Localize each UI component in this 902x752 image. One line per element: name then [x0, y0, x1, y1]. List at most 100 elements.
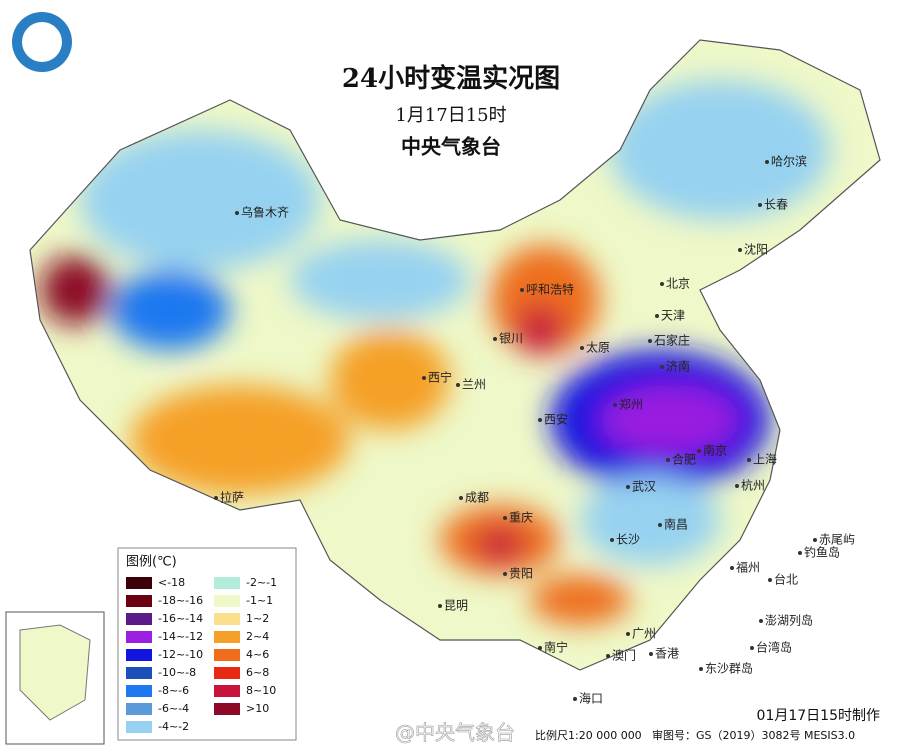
city-label: 杭州: [741, 478, 765, 493]
city-dot: [573, 697, 577, 701]
city-dot: [765, 160, 769, 164]
city-label: 东沙群岛: [705, 661, 753, 676]
city-label: 海口: [579, 691, 603, 706]
city-label: 长沙: [616, 533, 640, 547]
city-label: 银川: [499, 332, 523, 346]
city-dot: [699, 667, 703, 671]
city-dot: [580, 346, 584, 350]
city-label: 上海: [753, 452, 777, 467]
legend-swatch: [126, 667, 152, 679]
city-label: 西宁: [428, 370, 452, 385]
city-label: 南京: [703, 443, 727, 458]
legend-label: 1~2: [246, 612, 269, 625]
city-label: 北京: [666, 277, 690, 291]
city-dot: [759, 619, 763, 623]
city-label: 乌鲁木齐: [241, 205, 289, 220]
legend-label: -2~-1: [246, 576, 277, 589]
city-label: 兰州: [462, 378, 486, 392]
city-dot: [758, 203, 762, 207]
city-label: 济南: [666, 359, 690, 374]
city-dot: [503, 572, 507, 576]
legend-label: -6~-4: [158, 702, 189, 715]
city-dot: [610, 538, 614, 542]
legend-label: <-18: [158, 576, 185, 589]
city-dot: [503, 516, 507, 520]
city-label: 成都: [465, 491, 489, 505]
legend-swatch: [214, 613, 240, 625]
city-label: 南昌: [664, 517, 688, 532]
legend-swatch: [214, 649, 240, 661]
city-dot: [626, 485, 630, 489]
legend-label: -10~-8: [158, 666, 196, 679]
legend-title: 图例(℃): [126, 555, 177, 570]
legend-swatch: [214, 631, 240, 643]
issuer: 中央气象台: [401, 135, 501, 159]
legend-swatch: [126, 577, 152, 589]
city-label: 西安: [544, 412, 568, 427]
city-label: 武汉: [632, 480, 656, 494]
city-label: 合肥: [672, 452, 696, 467]
city-dot: [538, 418, 542, 422]
city-label: 太原: [586, 340, 610, 355]
time: 1月17日15时: [395, 105, 506, 126]
city-label: 沈阳: [744, 242, 768, 257]
city-dot: [422, 376, 426, 380]
city-dot: [738, 248, 742, 252]
city-dot: [648, 339, 652, 343]
legend-label: 6~8: [246, 666, 269, 679]
approval: 审图号：GS（2019）3082号 MESIS3.0: [652, 728, 855, 742]
city-dot: [813, 538, 817, 542]
title: 24小时变温实况图: [342, 63, 560, 94]
city-dot: [214, 496, 218, 500]
city-label: 重庆: [509, 511, 533, 525]
city-label: 长春: [764, 198, 788, 212]
city-label: 澎湖列岛: [765, 613, 813, 628]
legend-swatch: [126, 685, 152, 697]
legend-label: >10: [246, 702, 269, 715]
city-label: 哈尔滨: [771, 154, 807, 169]
legend-swatch: [214, 703, 240, 715]
legend-swatch: [214, 577, 240, 589]
inset-land: [19, 624, 91, 721]
legend-label: 2~4: [246, 630, 269, 643]
made-time: 01月17日15时制作: [757, 708, 880, 724]
city-dot: [660, 282, 664, 286]
city-label: 拉萨: [220, 490, 244, 505]
legend-swatch: [126, 721, 152, 733]
legend-label: 4~6: [246, 648, 269, 661]
legend-swatch: [126, 595, 152, 607]
legend-label: -4~-2: [158, 720, 189, 733]
city-dot: [658, 523, 662, 527]
legend-label: -1~1: [246, 594, 273, 607]
city-dot: [613, 403, 617, 407]
city-label: 赤尾屿: [819, 533, 855, 547]
city-dot: [438, 604, 442, 608]
city-dot: [666, 458, 670, 462]
city-dot: [626, 632, 630, 636]
city-label: 南宁: [544, 640, 568, 655]
city-dot: [649, 652, 653, 656]
city-label: 广州: [632, 627, 656, 641]
city-dot: [735, 484, 739, 488]
legend-label: -18~-16: [158, 594, 203, 607]
legend-label: -8~-6: [158, 684, 189, 697]
city-dot: [520, 288, 524, 292]
legend-label: 8~10: [246, 684, 276, 697]
city-dot: [660, 365, 664, 369]
legend-swatch: [126, 703, 152, 715]
logo-inner: [22, 22, 62, 62]
city-label: 呼和浩特: [526, 282, 574, 297]
city-label: 台湾岛: [756, 640, 792, 655]
city-dot: [730, 566, 734, 570]
city-dot: [459, 496, 463, 500]
city-label: 昆明: [444, 599, 468, 613]
city-dot: [798, 551, 802, 555]
city-label: 钓鱼岛: [804, 545, 840, 560]
scale: 比例尺1:20 000 000: [535, 728, 642, 742]
city-label: 台北: [774, 572, 798, 587]
city-dot: [493, 337, 497, 341]
city-dot: [697, 449, 701, 453]
city-dot: [538, 646, 542, 650]
city-dot: [235, 211, 239, 215]
